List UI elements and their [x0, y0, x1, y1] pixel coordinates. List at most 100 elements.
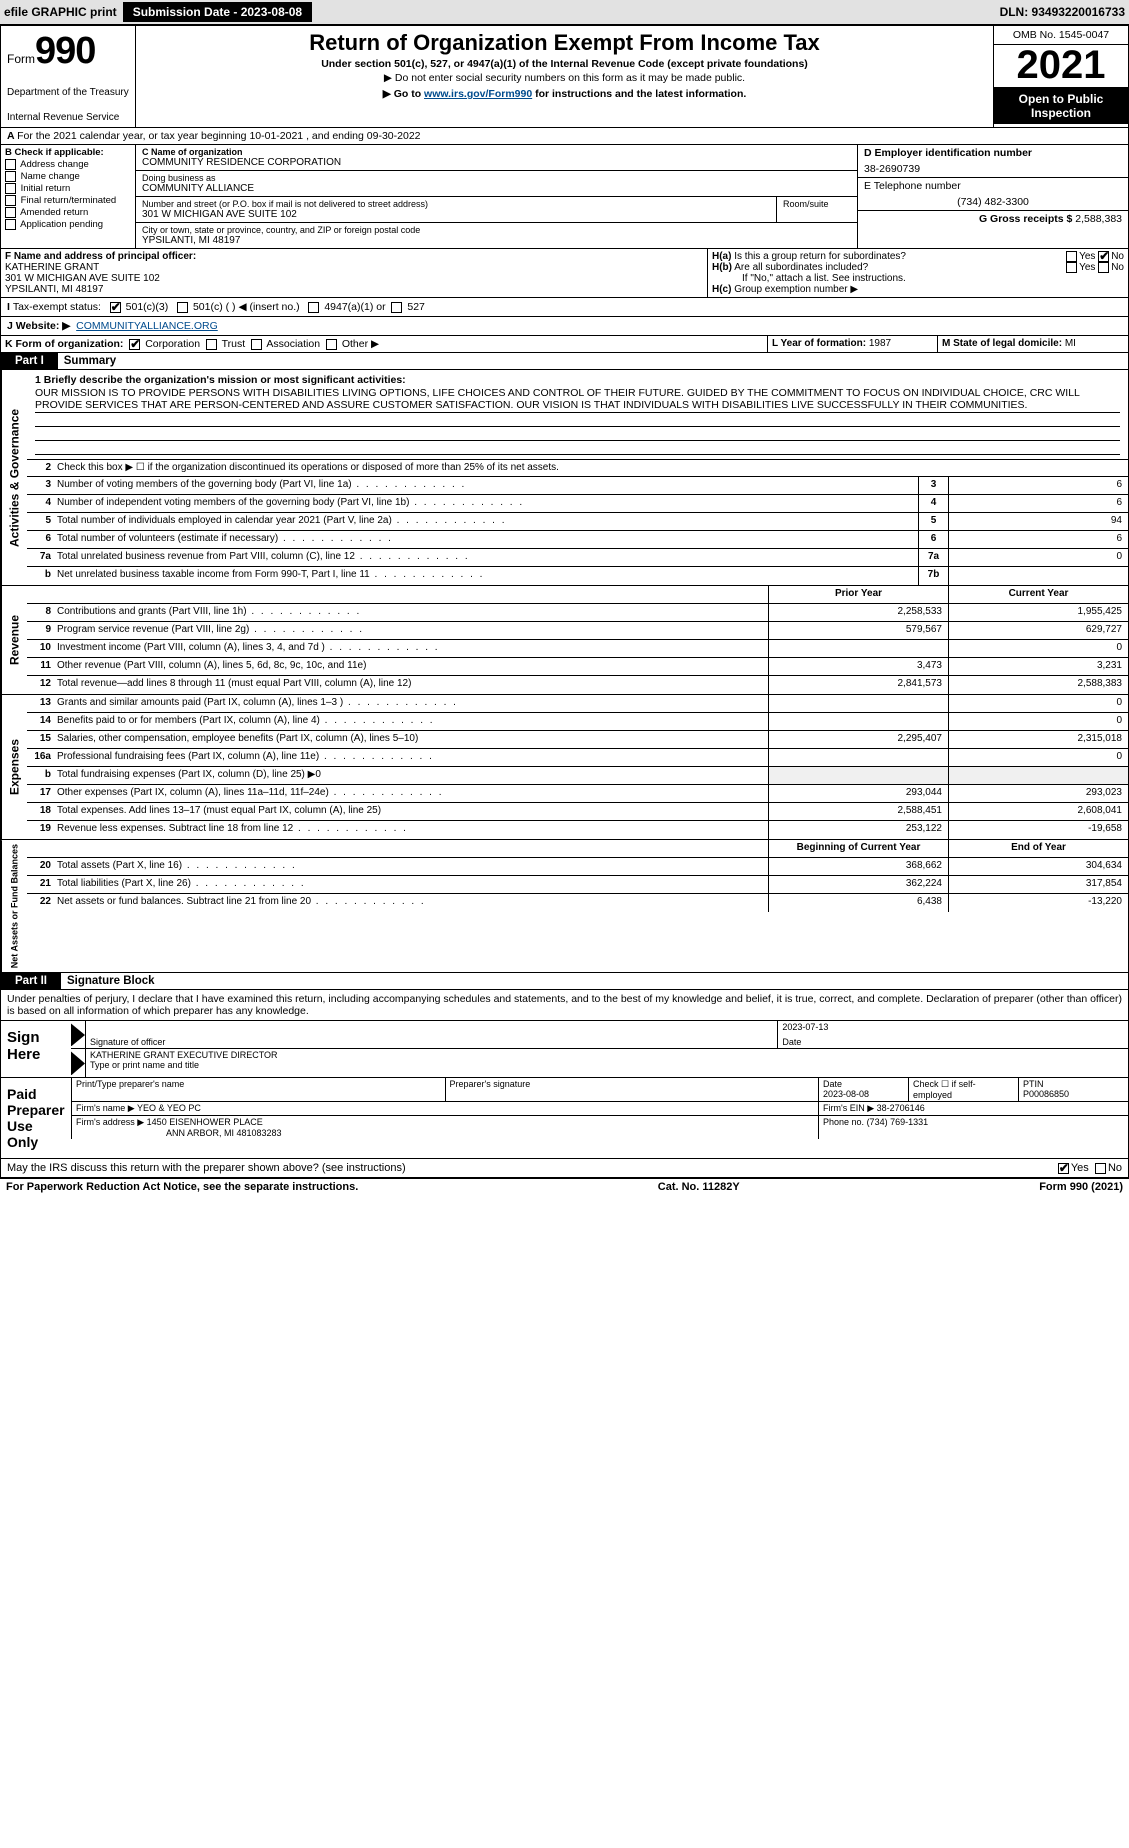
chk-501c3[interactable]	[110, 302, 121, 313]
submission-date-button[interactable]: Submission Date - 2023-08-08	[123, 2, 312, 22]
org-name: COMMUNITY RESIDENCE CORPORATION	[142, 157, 851, 168]
mission-block: 1 Briefly describe the organization's mi…	[27, 370, 1128, 459]
prep-date: 2023-08-08	[823, 1089, 904, 1099]
part2-strip: Part II Signature Block	[0, 973, 1129, 990]
line-10: 10Investment income (Part VIII, column (…	[27, 640, 1128, 658]
begin-year-header: Beginning of Current Year	[768, 840, 948, 857]
website-link[interactable]: COMMUNITYALLIANCE.ORG	[76, 320, 218, 332]
l16b-prior-gray	[768, 767, 948, 784]
dba-label: Doing business as	[142, 173, 851, 183]
line-19: 19Revenue less expenses. Subtract line 1…	[27, 821, 1128, 839]
form-org-label: K Form of organization:	[5, 338, 123, 350]
hb-no-checkbox[interactable]	[1098, 262, 1109, 273]
netassets-vtab: Net Assets or Fund Balances	[1, 840, 27, 972]
chk-corporation[interactable]	[129, 339, 140, 350]
sig-officer-label: Signature of officer	[90, 1037, 165, 1047]
goto-link-line: ▶ Go to www.irs.gov/Form990 for instruct…	[144, 88, 985, 100]
footer-form: Form 990 (2021)	[1039, 1181, 1123, 1193]
c10: 0	[948, 640, 1128, 657]
city-label: City or town, state or province, country…	[142, 225, 851, 235]
chk-501c[interactable]	[177, 302, 188, 313]
ha-yes-checkbox[interactable]	[1066, 251, 1077, 262]
l16b-curr-gray	[948, 767, 1128, 784]
chk-other[interactable]	[326, 339, 337, 350]
prep-self-employed[interactable]: Check ☐ if self-employed	[913, 1079, 1014, 1100]
line-16a: 16aProfessional fundraising fees (Part I…	[27, 749, 1128, 767]
section-k: K Form of organization: Corporation Trus…	[1, 336, 768, 352]
ein-row: D Employer identification number 38-2690…	[858, 145, 1128, 178]
line-4: 4Number of independent voting members of…	[27, 495, 1128, 513]
sig-arrow-icon-2	[71, 1051, 85, 1075]
tax-exempt-label: Tax-exempt status:	[13, 301, 101, 313]
hb-yes-checkbox[interactable]	[1066, 262, 1077, 273]
state-domicile-label: M State of legal domicile:	[942, 338, 1062, 349]
form-number: 990	[35, 30, 95, 72]
c15: 2,315,018	[948, 731, 1128, 748]
irs-link[interactable]: www.irs.gov/Form990	[424, 88, 532, 100]
p13	[768, 695, 948, 712]
chk-name-change[interactable]: Name change	[5, 171, 131, 182]
part1-title: Summary	[58, 355, 116, 367]
footer-row: For Paperwork Reduction Act Notice, see …	[0, 1178, 1129, 1195]
dba-row: Doing business as COMMUNITY ALLIANCE	[136, 171, 857, 197]
phone-value: (734) 482-3300	[864, 196, 1122, 208]
p8: 2,258,533	[768, 604, 948, 621]
line-13: 13Grants and similar amounts paid (Part …	[27, 695, 1128, 713]
may-irs-no-checkbox[interactable]	[1095, 1163, 1106, 1174]
prep-row-2: Firm's name ▶ YEO & YEO PC Firm's EIN ▶ …	[71, 1102, 1128, 1116]
website-row-outer: J Website: ▶ COMMUNITYALLIANCE.ORG	[0, 317, 1129, 336]
b22: 6,438	[768, 894, 948, 912]
firm-addr2: ANN ARBOR, MI 481083283	[166, 1128, 282, 1138]
street-label: Number and street (or P.O. box if mail i…	[142, 199, 770, 209]
section-b: B Check if applicable: Address change Na…	[1, 145, 136, 248]
chk-association[interactable]	[251, 339, 262, 350]
firm-name: YEO & YEO PC	[137, 1103, 201, 1113]
chk-address-change[interactable]: Address change	[5, 159, 131, 170]
officer-addr2: YPSILANTI, MI 48197	[5, 284, 703, 295]
netassets-header-row: Beginning of Current Year End of Year	[27, 840, 1128, 858]
revenue-header-row: Prior Year Current Year	[27, 586, 1128, 604]
mission-text: OUR MISSION IS TO PROVIDE PERSONS WITH D…	[35, 386, 1120, 413]
prior-year-header: Prior Year	[768, 586, 948, 603]
ein-label: D Employer identification number	[864, 147, 1122, 159]
line-2: 2Check this box ▶ ☐ if the organization …	[27, 459, 1128, 477]
chk-application-pending[interactable]: Application pending	[5, 219, 131, 230]
v7b	[948, 567, 1128, 585]
chk-527[interactable]	[391, 302, 402, 313]
b20: 368,662	[768, 858, 948, 875]
part2-badge: Part II	[1, 973, 61, 989]
dba-value: COMMUNITY ALLIANCE	[142, 183, 851, 194]
prep-sig-label: Preparer's signature	[450, 1079, 815, 1089]
mission-blank2	[35, 427, 1120, 441]
chk-4947[interactable]	[308, 302, 319, 313]
tax-year: 2021	[994, 45, 1128, 88]
officer-print-label: Type or print name and title	[90, 1060, 1124, 1070]
v4: 6	[948, 495, 1128, 512]
p14	[768, 713, 948, 730]
phone-row: E Telephone number (734) 482-3300	[858, 178, 1128, 211]
line-20: 20Total assets (Part X, line 16) 368,662…	[27, 858, 1128, 876]
chk-initial-return[interactable]: Initial return	[5, 183, 131, 194]
sig-name-row: KATHERINE GRANT EXECUTIVE DIRECTOR Type …	[71, 1049, 1128, 1077]
section-m: M State of legal domicile: MI	[938, 336, 1128, 352]
p19: 253,122	[768, 821, 948, 839]
year-formation-label: L Year of formation:	[772, 338, 866, 349]
line-11: 11Other revenue (Part VIII, column (A), …	[27, 658, 1128, 676]
prep-row-1: Print/Type preparer's name Preparer's si…	[71, 1078, 1128, 1102]
chk-final-return[interactable]: Final return/terminated	[5, 195, 131, 206]
may-irs-yes-checkbox[interactable]	[1058, 1163, 1069, 1174]
chk-trust[interactable]	[206, 339, 217, 350]
ptin-label: PTIN	[1023, 1079, 1124, 1089]
section-c: C Name of organization COMMUNITY RESIDEN…	[136, 145, 858, 248]
ha-no-checkbox[interactable]	[1098, 251, 1109, 262]
p9: 579,567	[768, 622, 948, 639]
form-title: Return of Organization Exempt From Incom…	[144, 30, 985, 56]
revenue-vtab: Revenue	[1, 586, 27, 694]
chk-amended-return[interactable]: Amended return	[5, 207, 131, 218]
firm-ein-label: Firm's EIN ▶	[823, 1103, 874, 1113]
prep-row-3: Firm's address ▶ 1450 EISENHOWER PLACE A…	[71, 1116, 1128, 1139]
firm-phone-label: Phone no.	[823, 1117, 864, 1127]
expenses-section: Expenses 13Grants and similar amounts pa…	[0, 695, 1129, 840]
gross-label: G Gross receipts $	[979, 213, 1072, 225]
c8: 1,955,425	[948, 604, 1128, 621]
